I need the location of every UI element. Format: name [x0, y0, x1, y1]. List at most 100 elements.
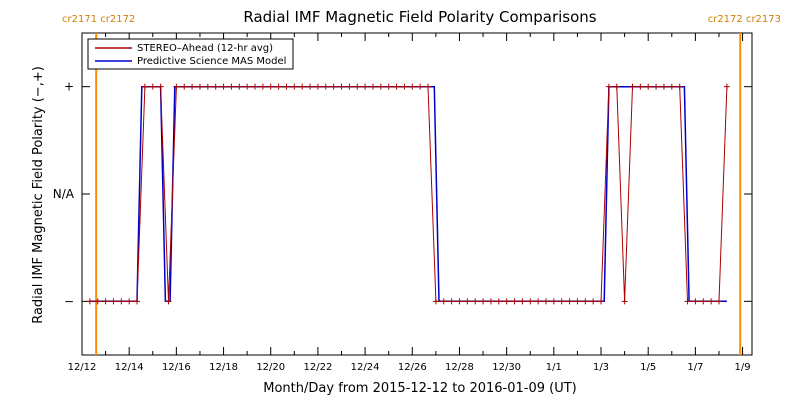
stereo-point	[204, 83, 211, 90]
stereo-point	[110, 298, 117, 305]
x-tick-label: 12/22	[304, 362, 333, 373]
stereo-point	[134, 298, 141, 305]
stereo-point	[86, 298, 93, 305]
x-tick-label: 12/12	[68, 362, 97, 373]
stereo-point	[708, 298, 715, 305]
stereo-point	[653, 83, 660, 90]
stereo-point	[228, 83, 235, 90]
x-tick-label: 1/7	[687, 362, 703, 373]
stereo-point	[448, 298, 455, 305]
x-tick-label: 12/26	[398, 362, 427, 373]
stereo-point	[527, 298, 534, 305]
chart-title: Radial IMF Magnetic Field Polarity Compa…	[243, 8, 596, 26]
x-tick-label: 1/1	[546, 362, 562, 373]
stereo-point	[244, 83, 251, 90]
stereo-point	[377, 83, 384, 90]
stereo-point	[700, 298, 707, 305]
stereo-point	[605, 83, 612, 90]
stereo-point	[566, 298, 573, 305]
stereo-point	[173, 83, 180, 90]
stereo-point	[149, 83, 156, 90]
y-ticks: − N/A +	[53, 80, 752, 308]
legend-label-model: Predictive Science MAS Model	[137, 56, 286, 67]
stereo-point	[637, 83, 644, 90]
stereo-point	[330, 83, 337, 90]
stereo-point	[157, 83, 164, 90]
stereo-point	[102, 298, 109, 305]
stereo-point	[542, 298, 549, 305]
stereo-point	[259, 83, 266, 90]
series-layer	[86, 83, 730, 305]
x-axis-title: Month/Day from 2015-12-12 to 2016-01-09 …	[263, 381, 576, 396]
stereo-point	[212, 83, 219, 90]
stereo-point	[401, 83, 408, 90]
stereo-point	[613, 83, 620, 90]
stereo-point	[574, 298, 581, 305]
stereo-point	[252, 83, 259, 90]
stereo-point	[629, 83, 636, 90]
stereo-point	[291, 83, 298, 90]
stereo-point	[409, 83, 416, 90]
stereo-point	[503, 298, 510, 305]
stereo-point	[417, 83, 424, 90]
stereo-point	[558, 298, 565, 305]
x-tick-label: 12/24	[351, 362, 380, 373]
x-tick-label: 12/28	[445, 362, 474, 373]
x-tick-label: 1/3	[593, 362, 609, 373]
stereo-point	[126, 298, 133, 305]
stereo-point	[472, 298, 479, 305]
stereo-point	[267, 83, 274, 90]
x-tick-label: 12/30	[492, 362, 521, 373]
stereo-point	[189, 83, 196, 90]
stereo-point	[118, 298, 125, 305]
stereo-point	[676, 83, 683, 90]
stereo-point	[94, 298, 101, 305]
carrington-label-right: cr2172 cr2173	[708, 14, 781, 25]
legend-label-stereo: STEREO–Ahead (12-hr avg)	[137, 43, 273, 54]
stereo-point	[582, 298, 589, 305]
stereo-point	[590, 298, 597, 305]
stereo-point	[660, 83, 667, 90]
stereo-point	[220, 83, 227, 90]
stereo-point	[487, 298, 494, 305]
y-tick-label: −	[64, 294, 74, 308]
stereo-point	[385, 83, 392, 90]
stereo-point	[692, 298, 699, 305]
stereo-point	[598, 298, 605, 305]
stereo-point	[322, 83, 329, 90]
stereo-point	[354, 83, 361, 90]
x-ticks: 12/12 12/14 12/16 12/18 12/20 12/22 12/24 12/26…	[68, 33, 751, 373]
y-axis-title: Radial IMF Magnetic Field Polarity (−,+)	[31, 66, 46, 324]
stereo-point	[338, 83, 345, 90]
x-tick-label: 12/16	[162, 362, 191, 373]
stereo-point	[716, 298, 723, 305]
stereo-point	[425, 83, 432, 90]
stereo-point	[645, 83, 652, 90]
stereo-point	[550, 298, 557, 305]
stereo-point	[668, 83, 675, 90]
stereo-point	[369, 83, 376, 90]
legend-box	[87, 38, 294, 70]
stereo-point	[495, 298, 502, 305]
stereo-point	[480, 298, 487, 305]
stereo-point	[314, 83, 321, 90]
stereo-point	[511, 298, 518, 305]
x-tick-label: 1/5	[640, 362, 656, 373]
stereo-point	[307, 83, 314, 90]
x-tick-label: 12/18	[209, 362, 238, 373]
stereo-point	[456, 298, 463, 305]
y-tick-label: N/A	[53, 187, 75, 201]
x-tick-label: 1/9	[735, 362, 751, 373]
stereo-point	[236, 83, 243, 90]
stereo-point	[393, 83, 400, 90]
stereo-point	[519, 298, 526, 305]
stereo-point	[181, 83, 188, 90]
stereo-point	[621, 298, 628, 305]
series-line-stereo	[89, 86, 728, 302]
stereo-point	[346, 83, 353, 90]
stereo-point	[196, 83, 203, 90]
stereo-point	[464, 298, 471, 305]
legend: STEREO–Ahead (12-hr avg) Predictive Scie…	[87, 38, 294, 70]
x-tick-label: 12/20	[256, 362, 285, 373]
